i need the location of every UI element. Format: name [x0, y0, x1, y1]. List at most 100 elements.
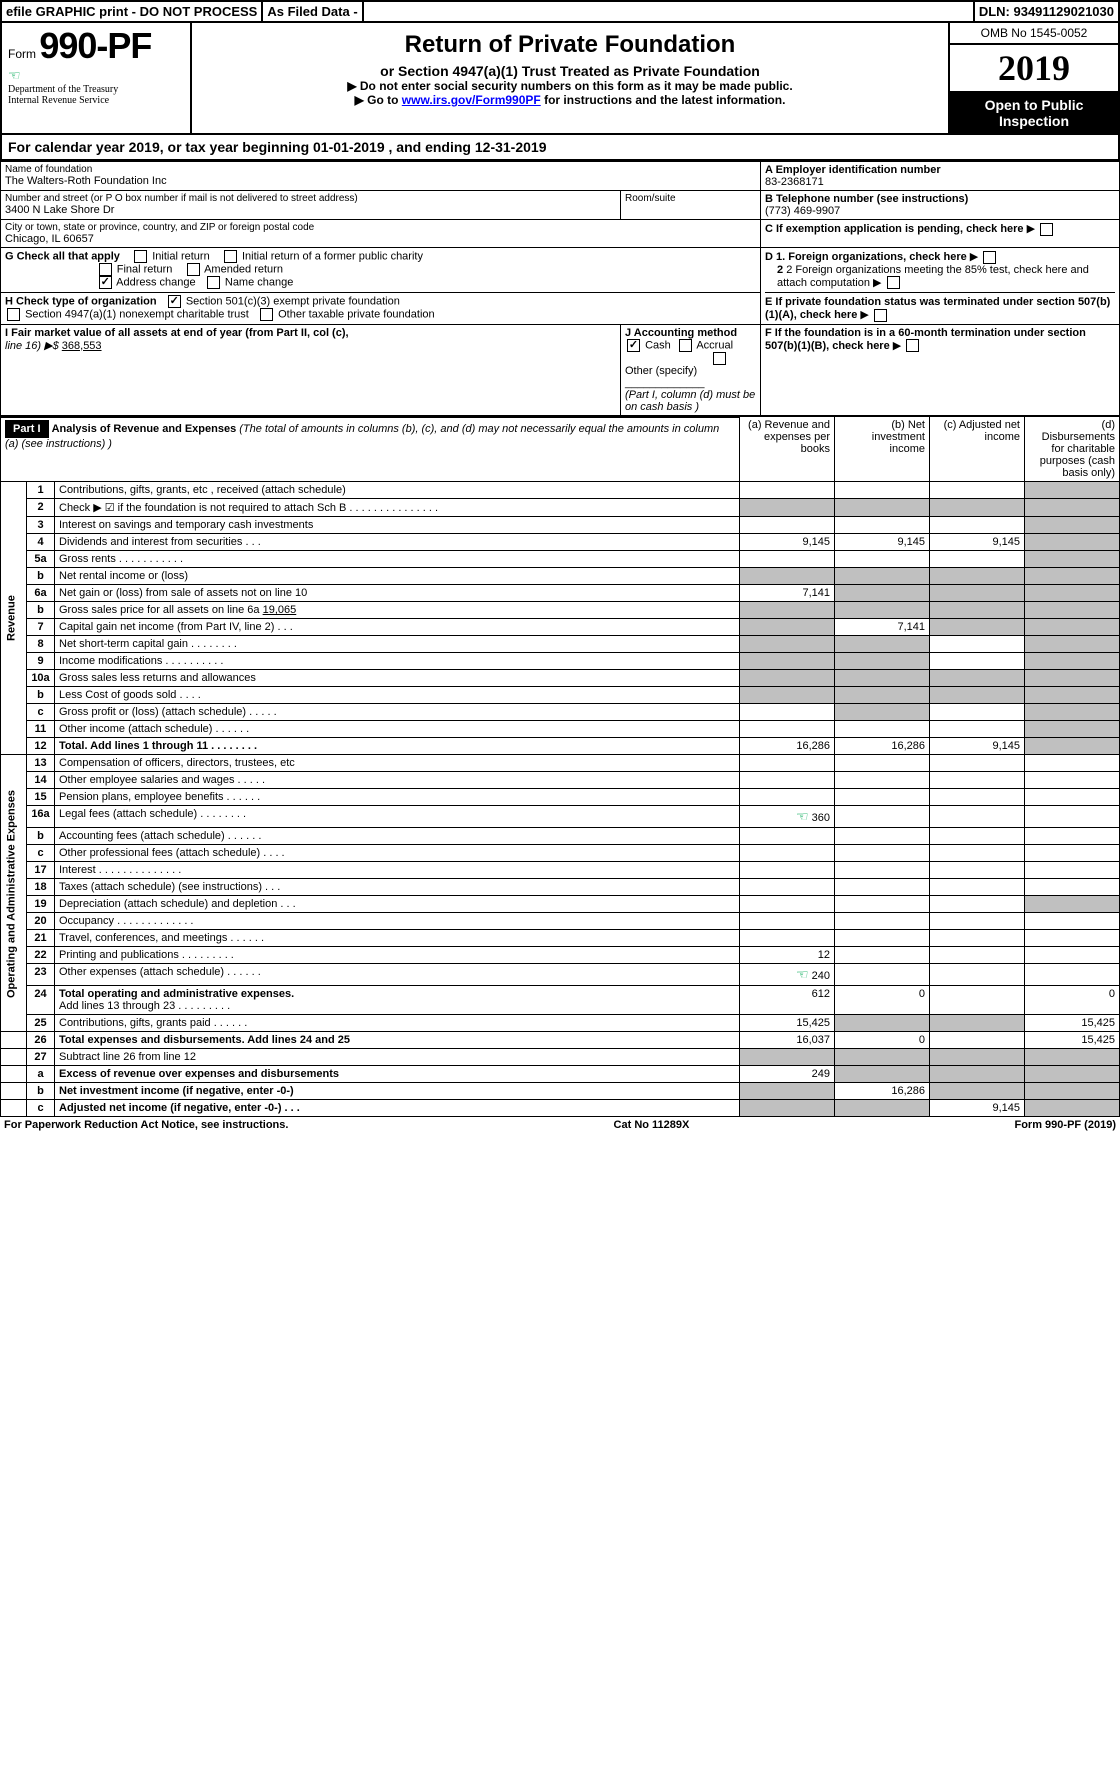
cb-cash[interactable]: ✓: [627, 339, 640, 352]
row-desc: Less Cost of goods sold . . . .: [55, 687, 740, 704]
rownum: 26: [27, 1032, 55, 1049]
arrow-icon: ▶: [970, 251, 978, 263]
open-public-badge: Open to Public Inspection: [950, 93, 1118, 133]
row-desc: Gross rents . . . . . . . . . . .: [55, 551, 740, 568]
e-label: E If private foundation status was termi…: [765, 296, 1110, 321]
note-link-pre: ▶ Go to: [355, 93, 402, 107]
header-center: Return of Private Foundation or Section …: [192, 23, 948, 133]
hand-icon: ☜: [8, 67, 21, 83]
cb-final-return[interactable]: [99, 263, 112, 276]
row-desc: Gross profit or (loss) (attach schedule)…: [55, 704, 740, 721]
rownum: 15: [27, 789, 55, 806]
cb-initial-former[interactable]: [224, 250, 237, 263]
cb-f[interactable]: [906, 339, 919, 352]
rownum: 2: [27, 499, 55, 517]
rownum: 18: [27, 879, 55, 896]
row-desc: Excess of revenue over expenses and disb…: [55, 1066, 740, 1083]
cell: 9,145: [835, 534, 930, 551]
rownum: 21: [27, 930, 55, 947]
cell: 249: [740, 1066, 835, 1083]
row-desc: Interest on savings and temporary cash i…: [55, 517, 740, 534]
i-label: I Fair market value of all assets at end…: [5, 327, 349, 339]
foundation-name: The Walters-Roth Foundation Inc: [5, 175, 756, 187]
form-header: Form 990-PF ☜ Department of the Treasury…: [0, 23, 1120, 135]
tax-year: 2019: [950, 45, 1118, 93]
form-number: 990-PF: [39, 25, 151, 66]
row-desc: Legal fees (attach schedule) . . . . . .…: [55, 806, 740, 828]
rownum: 14: [27, 772, 55, 789]
cb-address-change[interactable]: ✓: [99, 276, 112, 289]
r6b-label: Gross sales price for all assets on line…: [59, 604, 260, 616]
rownum: 19: [27, 896, 55, 913]
j-label: J Accounting method: [625, 327, 737, 339]
irs-link[interactable]: www.irs.gov/Form990PF: [402, 93, 541, 107]
cb-initial-return[interactable]: [134, 250, 147, 263]
ein-value: 83-2368171: [765, 176, 1115, 188]
cb-d1[interactable]: [983, 251, 996, 264]
cell: 7,141: [835, 619, 930, 636]
row-desc: Other income (attach schedule) . . . . .…: [55, 721, 740, 738]
cb-d2[interactable]: [887, 276, 900, 289]
dept-irs: Internal Revenue Service: [8, 95, 184, 106]
cb-501c3[interactable]: ✓: [168, 295, 181, 308]
dln-label: DLN:: [979, 4, 1010, 19]
fmv-value: 368,553: [62, 340, 102, 352]
cell: 12: [740, 947, 835, 964]
r6b-value: 19,065: [263, 604, 297, 616]
cell: 9,145: [740, 534, 835, 551]
g-initial-label: Initial return: [152, 250, 209, 262]
rownum: 8: [27, 636, 55, 653]
note-ssn: ▶ Do not enter social security numbers o…: [196, 79, 944, 93]
form-page: efile GRAPHIC print - DO NOT PROCESS As …: [0, 0, 1120, 1133]
city-value: Chicago, IL 60657: [5, 233, 756, 245]
asfiled-label: As Filed Data -: [263, 2, 363, 21]
row-desc: Total. Add lines 1 through 11 . . . . . …: [55, 738, 740, 755]
h-4947-label: Section 4947(a)(1) nonexempt charitable …: [25, 308, 249, 320]
hand-icon[interactable]: ☜: [796, 808, 809, 824]
rownum: 22: [27, 947, 55, 964]
rownum: b: [27, 687, 55, 704]
hand-icon[interactable]: ☜: [796, 966, 809, 982]
cb-accrual[interactable]: [679, 339, 692, 352]
rownum: 12: [27, 738, 55, 755]
part1-title: Analysis of Revenue and Expenses: [52, 423, 237, 435]
cell: ☜ 240: [740, 964, 835, 986]
form-prefix: Form: [8, 47, 36, 61]
room-label: Room/suite: [625, 193, 756, 204]
j-accrual-label: Accrual: [696, 339, 733, 351]
rownum: 16a: [27, 806, 55, 828]
row-desc: Adjusted net income (if negative, enter …: [55, 1100, 740, 1117]
cell: 15,425: [1025, 1032, 1120, 1049]
i-line-label: line 16) ▶$: [5, 340, 62, 352]
c-checkbox[interactable]: [1040, 223, 1053, 236]
phone-value: (773) 469-9907: [765, 205, 1115, 217]
rownum: 24: [27, 986, 55, 1015]
spacer: [364, 2, 975, 21]
cb-other-taxable[interactable]: [260, 308, 273, 321]
revenue-side-label: Revenue: [1, 482, 27, 755]
h-501c3-label: Section 501(c)(3) exempt private foundat…: [186, 295, 400, 307]
dln-value: 93491129021030: [1013, 4, 1114, 19]
col-a-header: (a) Revenue and expenses per books: [740, 417, 835, 482]
j-cash-label: Cash: [645, 339, 671, 351]
rownum: 6a: [27, 585, 55, 602]
row-desc: Total expenses and disbursements. Add li…: [55, 1032, 740, 1049]
row-desc: Other employee salaries and wages . . . …: [55, 772, 740, 789]
cb-4947[interactable]: [7, 308, 20, 321]
arrow-icon: ▶: [873, 277, 881, 289]
cb-e[interactable]: [874, 309, 887, 322]
g-label: G Check all that apply: [5, 250, 120, 262]
r24-sub: Add lines 13 through 23 . . . . . . . . …: [59, 1000, 230, 1012]
row-desc: Printing and publications . . . . . . . …: [55, 947, 740, 964]
cb-amended-return[interactable]: [187, 263, 200, 276]
rownum: b: [27, 828, 55, 845]
address-value: 3400 N Lake Shore Dr: [5, 204, 616, 216]
cell: 15,425: [740, 1015, 835, 1032]
cb-name-change[interactable]: [207, 276, 220, 289]
cal-end: 12-31-2019: [475, 139, 547, 155]
val: 360: [812, 812, 830, 824]
row-desc: Gross sales price for all assets on line…: [55, 602, 740, 619]
cb-other-method[interactable]: [713, 352, 726, 365]
footer-center: Cat No 11289X: [614, 1119, 690, 1131]
row-desc: Net gain or (loss) from sale of assets n…: [55, 585, 740, 602]
